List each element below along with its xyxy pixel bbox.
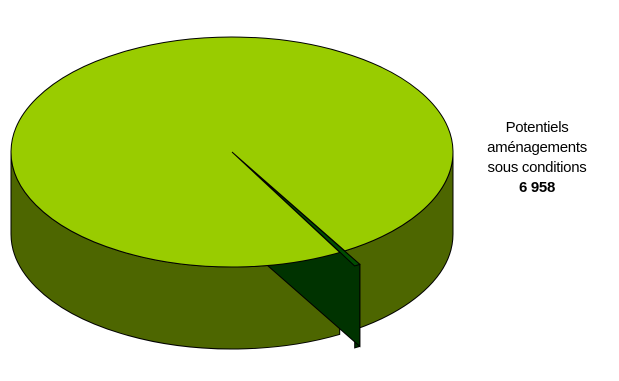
slice-label-main: Potentiels aménagements sous conditions … bbox=[462, 118, 612, 198]
pie-slice-1-top bbox=[246, 165, 361, 267]
slice-label-line-1: Potentiels bbox=[505, 119, 569, 136]
pie-tops bbox=[10, 36, 454, 268]
slice-label-line-2: aménagements bbox=[487, 139, 587, 156]
pie-slice-0-top bbox=[10, 36, 454, 268]
slice-label-line-3: sous conditions bbox=[487, 159, 587, 176]
slice-value-label: 6 958 bbox=[518, 179, 556, 196]
